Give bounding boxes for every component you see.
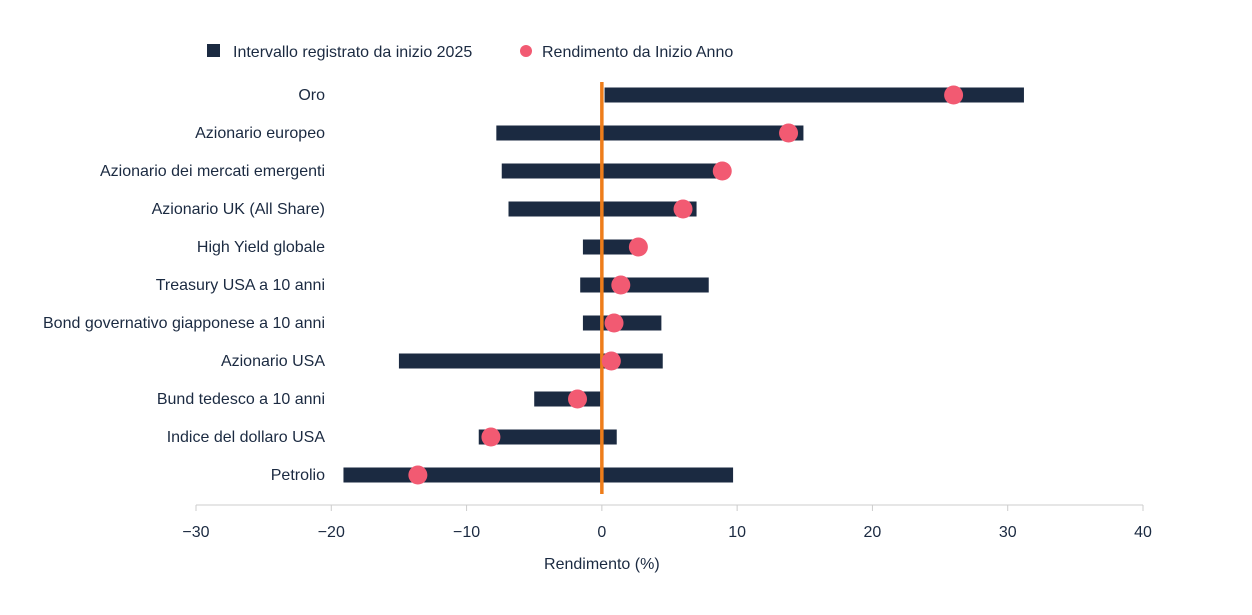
range-bar-azionario-usa (398, 353, 663, 369)
x-tick-label: 40 (1134, 524, 1152, 541)
legend-range-label: Intervallo registrato da inizio 2025 (233, 44, 472, 61)
range-bars (343, 87, 1024, 483)
range-bar-indice-del-dollaro-usa (478, 429, 617, 445)
range-bar-oro (604, 87, 1024, 103)
range-bar-treasury-usa-a-10-anni (580, 277, 709, 293)
legend-point-swatch (520, 45, 532, 57)
category-label-bund-tedesco-a-10-anni: Bund tedesco a 10 anni (157, 391, 325, 408)
range-bar-azionario-dei-mercati-emergenti (501, 163, 719, 179)
legend-point-label: Rendimento da Inizio Anno (542, 44, 733, 61)
ytd-point-bond-governativo-giapponese-a-10-anni (604, 313, 624, 333)
x-tick-label: 10 (728, 524, 746, 541)
ytd-point-azionario-europeo (779, 123, 799, 143)
x-tick-label: 20 (864, 524, 882, 541)
ytd-point-azionario-uk-all-share (673, 199, 693, 219)
ytd-point-oro (944, 85, 964, 105)
legend-range-swatch (207, 44, 220, 57)
x-tick-label: −30 (182, 524, 209, 541)
category-label-azionario-usa: Azionario USA (221, 353, 325, 370)
ytd-point-high-yield-globale (628, 237, 648, 257)
category-label-indice-del-dollaro-usa: Indice del dollaro USA (167, 429, 326, 446)
legend: Intervallo registrato da inizio 2025 Ren… (207, 44, 733, 61)
ytd-points (408, 85, 964, 485)
ytd-point-indice-del-dollaro-usa (481, 427, 501, 447)
x-axis-title: Rendimento (%) (544, 556, 660, 573)
ytd-point-petrolio (408, 465, 428, 485)
range-bar-bund-tedesco-a-10-anni (534, 391, 601, 407)
category-label-petrolio: Petrolio (271, 467, 325, 484)
ytd-point-bund-tedesco-a-10-anni (568, 389, 588, 409)
x-tick-label: 0 (597, 524, 606, 541)
category-label-azionario-uk-all-share: Azionario UK (All Share) (152, 201, 325, 218)
category-label-bond-governativo-giapponese-a-10-anni: Bond governativo giapponese a 10 anni (43, 315, 325, 332)
category-label-high-yield-globale: High Yield globale (197, 239, 325, 256)
range-bar-azionario-europeo (496, 125, 804, 141)
category-labels: Oro Azionario europeo Azionario dei mercat… (43, 87, 325, 484)
x-tick-label: −20 (318, 524, 345, 541)
range-bar-petrolio (343, 467, 734, 483)
category-label-azionario-europeo: Azionario europeo (195, 125, 325, 142)
x-axis-ticks: −30 −20 −10 0 10 20 30 40 (182, 505, 1152, 541)
ytd-point-azionario-usa (601, 351, 621, 371)
ytd-point-treasury-usa-a-10-anni (611, 275, 631, 295)
range-bar-high-yield-globale (582, 239, 639, 255)
x-tick-label: 30 (999, 524, 1017, 541)
category-label-treasury-usa-a-10-anni: Treasury USA a 10 anni (156, 277, 325, 294)
category-label-azionario-dei-mercati-emergenti: Azionario dei mercati emergenti (100, 163, 325, 180)
x-tick-label: −10 (453, 524, 480, 541)
category-label-oro: Oro (298, 87, 325, 104)
ytd-point-azionario-dei-mercati-emergenti (712, 161, 732, 181)
